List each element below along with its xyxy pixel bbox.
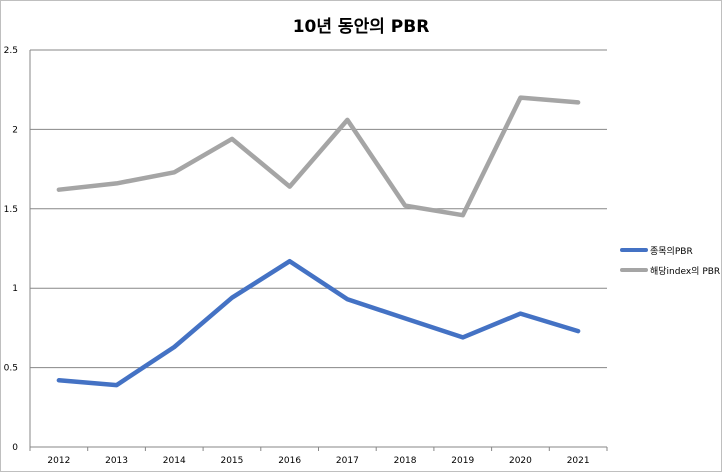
y-tick-label: 0.5: [4, 364, 18, 374]
x-tick-label: 2016: [278, 456, 301, 466]
chart-title: 10년 동안의 PBR: [292, 17, 430, 37]
y-tick-label: 1: [12, 284, 18, 294]
y-tick-label: 2.5: [4, 46, 18, 56]
x-tick-label: 2019: [451, 456, 474, 466]
legend-label: 종목의PBR: [650, 246, 693, 257]
legend: 종목의PBR 해당index의 PBR: [620, 240, 720, 280]
x-tick-label: 2012: [47, 456, 70, 466]
legend-swatch: [620, 248, 648, 252]
x-tick-label: 2021: [567, 456, 590, 466]
x-tick-label: 2017: [336, 456, 359, 466]
gridlines: [30, 49, 607, 369]
y-tick-label: 0: [12, 443, 18, 453]
x-tick-label: 2020: [509, 456, 532, 466]
legend-item: 해당index의 PBR: [620, 260, 720, 280]
x-tick-label: 2014: [163, 456, 186, 466]
x-tick-labels: 2012 2013 2014 2015 2016 2017 2018 2019 2020 2021: [47, 456, 589, 466]
series-lines: [56, 95, 581, 388]
axes: [29, 50, 608, 451]
legend-item: 종목의PBR: [620, 240, 720, 260]
series-line-0: [56, 258, 581, 388]
series-line-1: [56, 95, 581, 218]
legend-swatch: [620, 268, 648, 272]
y-tick-label: 1.5: [4, 205, 18, 215]
y-tick-label: 2: [12, 125, 18, 135]
legend-label: 해당index의 PBR: [650, 266, 721, 277]
x-tick-label: 2015: [220, 456, 243, 466]
x-tick-label: 2013: [105, 456, 128, 466]
x-tick-label: 2018: [394, 456, 417, 466]
y-tick-labels: 0 0.5 1 1.5 2 2.5: [4, 46, 19, 453]
